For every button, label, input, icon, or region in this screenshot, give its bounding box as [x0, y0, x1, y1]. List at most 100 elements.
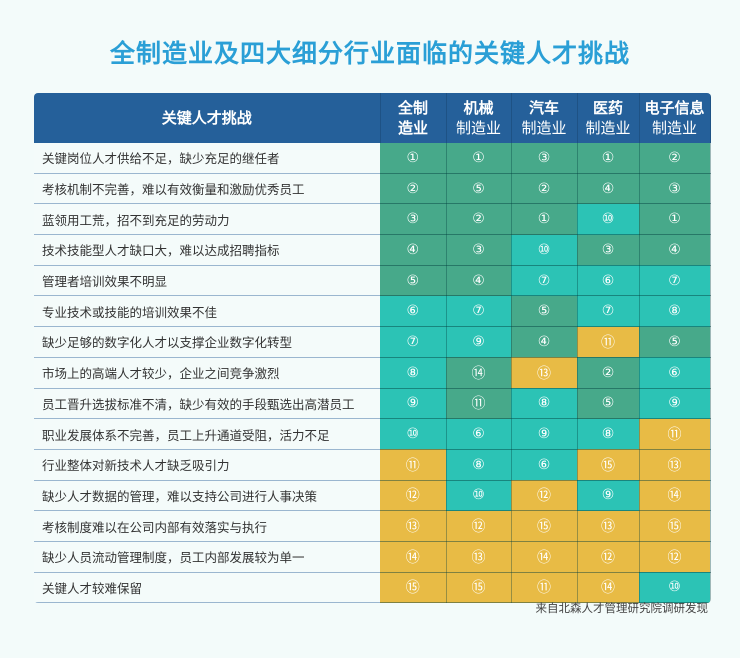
column-header: 机械 制造业 — [446, 93, 512, 143]
column-header: 医药 制造业 — [577, 93, 640, 143]
challenge-label: 缺少人才数据的管理，难以支持公司进行人事决策 — [34, 480, 380, 512]
rank-cell: ⑪ — [577, 326, 640, 358]
rank-cell: ⑩ — [511, 234, 578, 266]
rank-cell: ② — [639, 143, 711, 174]
rank-cell: ③ — [380, 203, 447, 236]
rank-cell: ⑥ — [577, 265, 640, 297]
rank-cell: ⑩ — [577, 203, 640, 236]
table-row: 专业技术或技能的培训效果不佳 ⑥ ⑦ ⑤ ⑦ ⑧ — [34, 295, 711, 328]
rank-cell: ⑨ — [380, 388, 447, 420]
table-row: 缺少足够的数字化人才以支撑企业数字化转型 ⑦ ⑨ ④ ⑪ ⑤ — [34, 326, 711, 358]
rank-cell: ⑭ — [639, 480, 711, 512]
table-row: 行业整体对新技术人才缺乏吸引力 ⑪ ⑧ ⑥ ⑮ ⑬ — [34, 449, 711, 481]
rank-cell: ⑭ — [380, 541, 447, 573]
rank-cell: ⑬ — [380, 510, 447, 542]
rank-cell: ⑪ — [639, 418, 711, 450]
rank-cell: ⑥ — [639, 357, 711, 389]
rank-cell: ⑪ — [446, 388, 512, 420]
challenge-label: 员工晋升选拔标准不清，缺少有效的手段甄选出高潜员工 — [34, 388, 380, 420]
column-header: 电子信息 制造业 — [639, 93, 711, 143]
rank-cell: ⑬ — [577, 510, 640, 542]
rank-cell: ⑭ — [446, 357, 512, 389]
rank-cell: ⑫ — [511, 480, 578, 512]
challenge-label: 关键人才较难保留 — [34, 572, 380, 604]
table-row: 蓝领用工荒，招不到充足的劳动力 ③ ② ① ⑩ ① — [34, 203, 711, 236]
rank-cell: ① — [639, 203, 711, 236]
rank-cell: ⑧ — [577, 418, 640, 450]
rank-cell: ⑨ — [511, 418, 578, 450]
table-row: 员工晋升选拔标准不清，缺少有效的手段甄选出高潜员工 ⑨ ⑪ ⑧ ⑤ ⑨ — [34, 388, 711, 420]
challenge-label: 技术技能型人才缺口大，难以达成招聘指标 — [34, 234, 380, 266]
table-row: 考核机制不完善，难以有效衡量和激励优秀员工 ② ⑤ ② ④ ③ — [34, 173, 711, 205]
rank-cell: ③ — [446, 234, 512, 266]
table-row: 关键岗位人才供给不足，缺少充足的继任者 ① ① ③ ① ② — [34, 143, 711, 174]
rank-cell: ⑧ — [380, 357, 447, 389]
rank-cell: ⑮ — [577, 449, 640, 481]
table-row: 市场上的高端人才较少，企业之间竞争激烈 ⑧ ⑭ ⑬ ② ⑥ — [34, 357, 711, 389]
row-header: 关键人才挑战 — [34, 93, 381, 143]
rank-cell: ⑦ — [446, 295, 512, 328]
rank-cell: ⑦ — [511, 265, 578, 297]
challenge-label: 考核制度难以在公司内部有效落实与执行 — [34, 510, 380, 542]
challenge-label: 缺少人员流动管理制度，员工内部发展较为单一 — [34, 541, 380, 573]
rank-cell: ⑧ — [511, 388, 578, 420]
rank-cell: ④ — [380, 234, 447, 266]
rank-cell: ⑩ — [380, 418, 447, 450]
rank-cell: ⑨ — [577, 480, 640, 512]
table-row: 缺少人员流动管理制度，员工内部发展较为单一 ⑭ ⑬ ⑭ ⑫ ⑫ — [34, 541, 711, 573]
table-header-row: 关键人才挑战 全制 造业 机械 制造业 汽车 制造业 医药 制造业 电子信息 制造业 — [34, 93, 711, 143]
rank-cell: ② — [380, 173, 447, 205]
rank-cell: ③ — [639, 173, 711, 205]
rank-cell: ⑬ — [446, 541, 512, 573]
rank-cell: ⑬ — [511, 357, 578, 389]
rank-cell: ⑮ — [511, 510, 578, 542]
rank-cell: ③ — [577, 234, 640, 266]
rank-cell: ⑭ — [577, 572, 640, 604]
challenge-label: 市场上的高端人才较少，企业之间竞争激烈 — [34, 357, 380, 389]
challenge-label: 缺少足够的数字化人才以支撑企业数字化转型 — [34, 326, 380, 358]
table-row: 技术技能型人才缺口大，难以达成招聘指标 ④ ③ ⑩ ③ ④ — [34, 234, 711, 266]
rank-cell: ⑨ — [639, 388, 711, 420]
rank-cell: ⑤ — [446, 173, 512, 205]
rank-cell: ⑮ — [639, 510, 711, 542]
rank-cell: ⑤ — [511, 295, 578, 328]
rank-cell: ⑭ — [511, 541, 578, 573]
challenge-label: 管理者培训效果不明显 — [34, 265, 380, 297]
column-header: 汽车 制造业 — [511, 93, 578, 143]
page-title: 全制造业及四大细分行业面临的关键人才挑战 — [109, 39, 630, 68]
rank-cell: ⑦ — [577, 295, 640, 328]
rank-cell: ② — [446, 203, 512, 236]
rank-cell: ⑥ — [446, 418, 512, 450]
rank-cell: ⑮ — [446, 572, 512, 604]
rank-cell: ① — [511, 203, 578, 236]
rank-cell: ⑪ — [380, 449, 447, 481]
rank-cell: ① — [577, 143, 640, 174]
rank-cell: ① — [380, 143, 447, 174]
table-row: 考核制度难以在公司内部有效落实与执行 ⑬ ⑫ ⑮ ⑬ ⑮ — [34, 510, 711, 542]
challenge-label: 蓝领用工荒，招不到充足的劳动力 — [34, 203, 380, 236]
rank-cell: ⑫ — [446, 510, 512, 542]
rank-cell: ① — [446, 143, 512, 174]
rank-cell: ② — [577, 357, 640, 389]
table-row: 缺少人才数据的管理，难以支持公司进行人事决策 ⑫ ⑩ ⑫ ⑨ ⑭ — [34, 480, 711, 512]
rank-cell: ⑬ — [639, 449, 711, 481]
rank-cell: ④ — [511, 326, 578, 358]
rank-cell: ⑤ — [380, 265, 447, 297]
table-row: 职业发展体系不完善，员工上升通道受阻，活力不足 ⑩ ⑥ ⑨ ⑧ ⑪ — [34, 418, 711, 450]
rank-cell: ⑧ — [446, 449, 512, 481]
challenge-label: 行业整体对新技术人才缺乏吸引力 — [34, 449, 380, 481]
rank-cell: ⑦ — [639, 265, 711, 297]
rank-cell: ⑫ — [380, 480, 447, 512]
rank-cell: ⑥ — [511, 449, 578, 481]
rank-cell: ⑮ — [380, 572, 447, 604]
rank-cell: ⑫ — [577, 541, 640, 573]
rank-cell: ⑥ — [380, 295, 447, 328]
source-note: 来自北森人才管理研究院调研发现 — [535, 601, 709, 615]
table-row: 关键人才较难保留 ⑮ ⑮ ⑪ ⑭ ⑩ — [34, 572, 711, 604]
rank-cell: ⑤ — [639, 326, 711, 358]
rank-cell: ⑫ — [639, 541, 711, 573]
rank-cell: ⑨ — [446, 326, 512, 358]
challenge-label: 职业发展体系不完善，员工上升通道受阻，活力不足 — [34, 418, 380, 450]
challenge-table: 关键人才挑战 全制 造业 机械 制造业 汽车 制造业 医药 制造业 电子信息 制造业 关键… — [34, 93, 711, 604]
rank-cell: ⑩ — [639, 572, 711, 604]
